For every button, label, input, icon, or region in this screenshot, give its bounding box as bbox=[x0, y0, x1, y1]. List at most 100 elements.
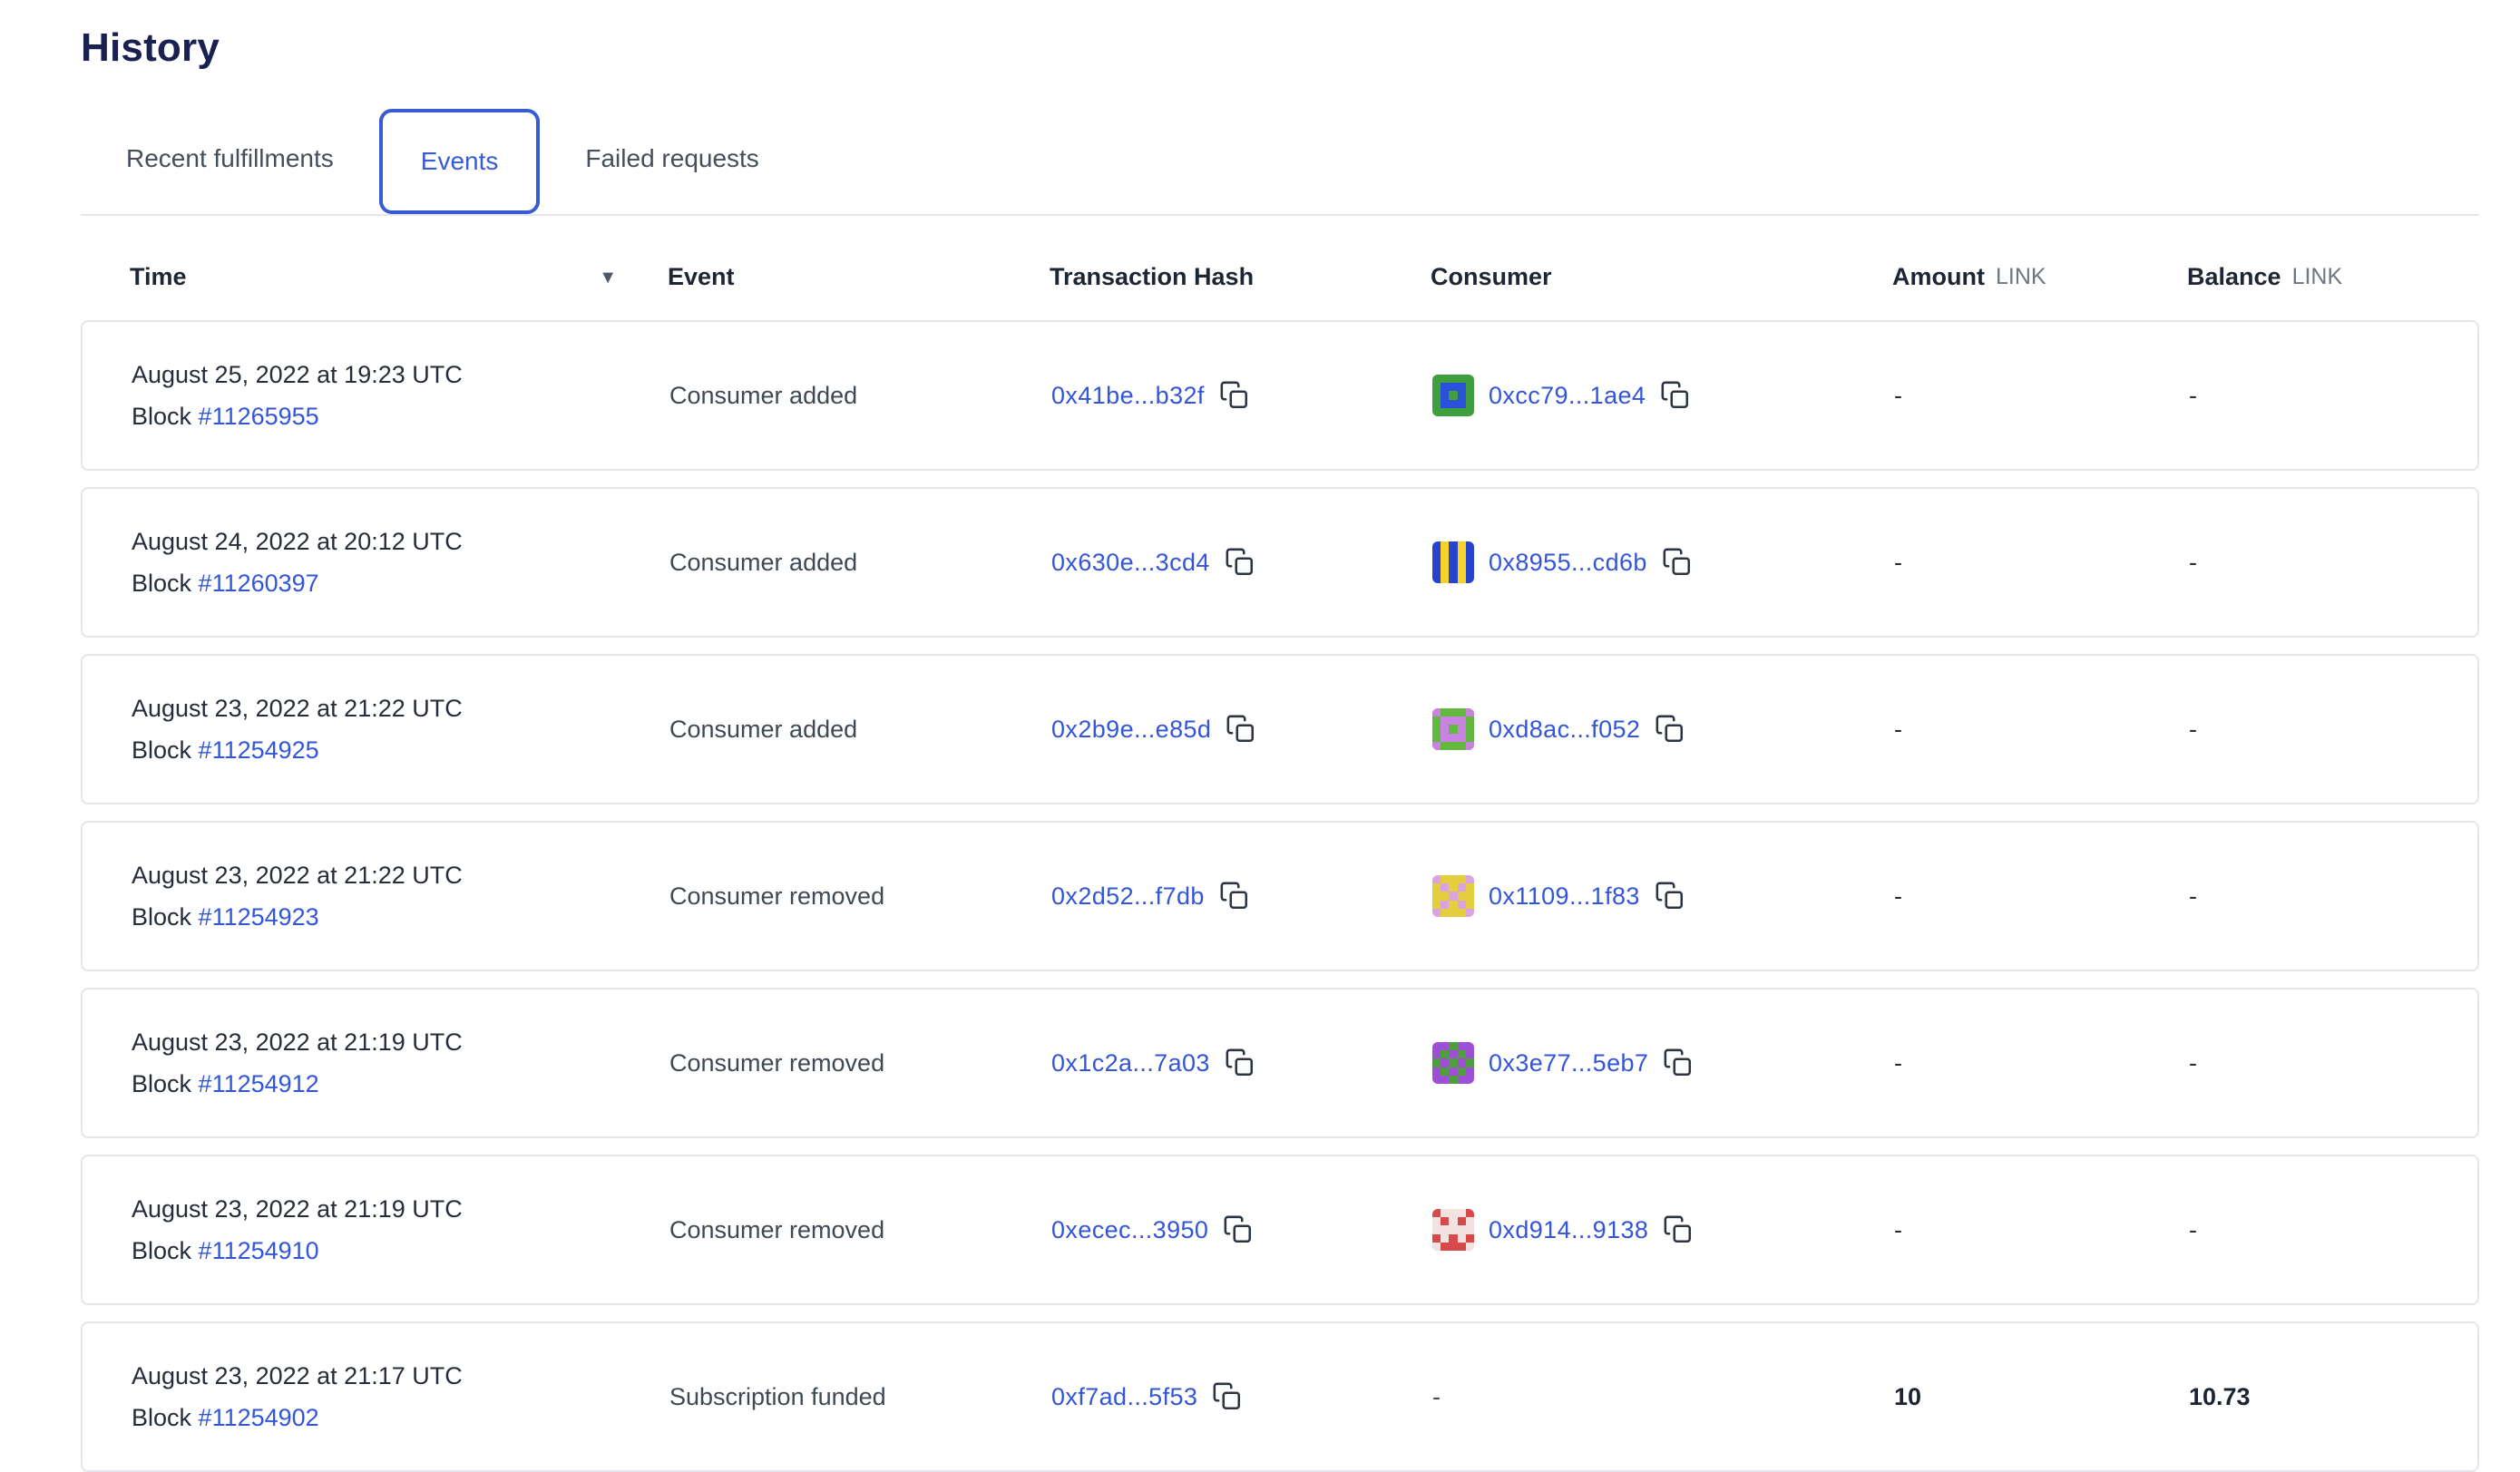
transaction-hash-link[interactable]: 0xf7ad...5f53 bbox=[1051, 1382, 1198, 1410]
amount-cell: - bbox=[1894, 548, 1902, 576]
consumer-address-link[interactable]: 0xcc79...1ae4 bbox=[1489, 381, 1646, 409]
transaction-hash-link[interactable]: 0x41be...b32f bbox=[1051, 381, 1205, 409]
copy-icon[interactable] bbox=[1219, 881, 1250, 911]
column-header-time-label: Time bbox=[130, 263, 187, 290]
transaction-hash-cell: 0x630e...3cd4 bbox=[1051, 547, 1432, 578]
balance-cell: - bbox=[2189, 1048, 2197, 1077]
row-block: Block #11254910 bbox=[132, 1237, 669, 1265]
time-cell: August 25, 2022 at 19:23 UTC Block #1126… bbox=[132, 361, 669, 431]
consumer-address-link[interactable]: 0x8955...cd6b bbox=[1489, 548, 1647, 576]
consumer-cell: 0xd914...9138 bbox=[1432, 1209, 1894, 1251]
transaction-hash-link[interactable]: 0xecec...3950 bbox=[1051, 1215, 1209, 1243]
block-label: Block bbox=[132, 736, 192, 764]
block-link[interactable]: #11254902 bbox=[198, 1403, 319, 1431]
transaction-hash-link[interactable]: 0x2d52...f7db bbox=[1051, 882, 1205, 910]
consumer-address-link[interactable]: 0xd8ac...f052 bbox=[1489, 715, 1641, 743]
block-label: Block bbox=[132, 1236, 192, 1264]
block-label: Block bbox=[132, 569, 192, 597]
consumer-address-link[interactable]: 0x3e77...5eb7 bbox=[1489, 1048, 1649, 1077]
tab-failed-requests[interactable]: Failed requests bbox=[585, 144, 759, 172]
balance-unit-label: LINK bbox=[2291, 264, 2343, 289]
time-cell: August 23, 2022 at 21:22 UTC Block #1125… bbox=[132, 862, 669, 931]
block-label: Block bbox=[132, 1069, 192, 1097]
block-link[interactable]: #11265955 bbox=[198, 402, 319, 430]
consumer-address-link[interactable]: 0xd914...9138 bbox=[1489, 1215, 1649, 1243]
block-link[interactable]: #11254912 bbox=[198, 1069, 319, 1097]
amount-cell: - bbox=[1894, 381, 1902, 409]
amount-cell: - bbox=[1894, 882, 1902, 910]
block-label: Block bbox=[132, 1403, 192, 1431]
table-header: Time ▼ Event Transaction Hash Consumer A… bbox=[81, 216, 2479, 320]
block-link[interactable]: #11260397 bbox=[198, 569, 319, 597]
column-header-event: Event bbox=[668, 263, 735, 290]
balance-cell: - bbox=[2189, 882, 2197, 910]
row-block: Block #11254925 bbox=[132, 736, 669, 765]
balance-cell: - bbox=[2189, 381, 2197, 409]
tab-recent-fulfillments[interactable]: Recent fulfillments bbox=[126, 144, 334, 172]
transaction-hash-cell: 0x41be...b32f bbox=[1051, 380, 1432, 411]
copy-icon[interactable] bbox=[1225, 1048, 1255, 1078]
consumer-avatar bbox=[1432, 875, 1474, 917]
copy-icon[interactable] bbox=[1219, 380, 1250, 411]
amount-label: Amount bbox=[1892, 263, 1985, 290]
block-link[interactable]: #11254925 bbox=[198, 736, 319, 764]
amount-cell: 10 bbox=[1894, 1382, 1922, 1410]
transaction-hash-link[interactable]: 0x1c2a...7a03 bbox=[1051, 1048, 1210, 1077]
table-row: August 24, 2022 at 20:12 UTC Block #1126… bbox=[81, 487, 2479, 638]
balance-cell: - bbox=[2189, 715, 2197, 743]
balance-label: Balance bbox=[2187, 263, 2281, 290]
copy-icon[interactable] bbox=[1225, 547, 1255, 578]
transaction-hash-link[interactable]: 0x630e...3cd4 bbox=[1051, 548, 1210, 576]
consumer-address-link[interactable]: 0x1109...1f83 bbox=[1489, 882, 1640, 910]
copy-icon[interactable] bbox=[1212, 1381, 1243, 1412]
event-cell: Consumer added bbox=[669, 548, 858, 576]
consumer-avatar bbox=[1432, 1042, 1474, 1084]
copy-icon[interactable] bbox=[1223, 1214, 1254, 1245]
time-cell: August 23, 2022 at 21:19 UTC Block #1125… bbox=[132, 1028, 669, 1098]
transaction-hash-cell: 0xecec...3950 bbox=[1051, 1214, 1432, 1245]
event-cell: Consumer added bbox=[669, 381, 858, 409]
copy-icon[interactable] bbox=[1655, 881, 1685, 911]
copy-icon[interactable] bbox=[1655, 714, 1685, 745]
amount-cell: - bbox=[1894, 715, 1902, 743]
consumer-cell: 0x3e77...5eb7 bbox=[1432, 1042, 1894, 1084]
row-block: Block #11265955 bbox=[132, 403, 669, 431]
table-row: August 23, 2022 at 21:17 UTC Block #1125… bbox=[81, 1321, 2479, 1472]
row-date: August 23, 2022 at 21:19 UTC bbox=[132, 1028, 463, 1056]
event-cell: Consumer removed bbox=[669, 1215, 885, 1243]
row-date: August 24, 2022 at 20:12 UTC bbox=[132, 527, 463, 555]
block-label: Block bbox=[132, 402, 192, 430]
consumer-avatar bbox=[1432, 375, 1474, 416]
row-block: Block #11254912 bbox=[132, 1070, 669, 1098]
row-date: August 23, 2022 at 21:22 UTC bbox=[132, 861, 463, 889]
sort-desc-icon[interactable]: ▼ bbox=[599, 267, 617, 288]
row-block: Block #11254923 bbox=[132, 903, 669, 931]
amount-cell: - bbox=[1894, 1048, 1902, 1077]
event-cell: Consumer added bbox=[669, 715, 858, 743]
consumer-cell: 0xcc79...1ae4 bbox=[1432, 375, 1894, 416]
block-link[interactable]: #11254923 bbox=[198, 902, 319, 931]
amount-cell: - bbox=[1894, 1215, 1902, 1243]
block-label: Block bbox=[132, 902, 192, 931]
column-header-transaction-hash: Transaction Hash bbox=[1050, 263, 1255, 290]
block-link[interactable]: #11254910 bbox=[198, 1236, 319, 1264]
copy-icon[interactable] bbox=[1663, 1048, 1694, 1078]
consumer-avatar bbox=[1432, 1209, 1474, 1251]
transaction-hash-link[interactable]: 0x2b9e...e85d bbox=[1051, 715, 1212, 743]
copy-icon[interactable] bbox=[1663, 1214, 1694, 1245]
transaction-hash-cell: 0xf7ad...5f53 bbox=[1051, 1381, 1432, 1412]
table-row: August 23, 2022 at 21:22 UTC Block #1125… bbox=[81, 821, 2479, 971]
column-header-time: Time ▼ bbox=[130, 263, 668, 291]
consumer-avatar bbox=[1432, 541, 1474, 583]
consumer-avatar bbox=[1432, 708, 1474, 750]
time-cell: August 23, 2022 at 21:17 UTC Block #1125… bbox=[132, 1362, 669, 1432]
event-cell: Subscription funded bbox=[669, 1382, 886, 1410]
tab-events[interactable]: Events bbox=[378, 109, 541, 214]
copy-icon[interactable] bbox=[1662, 547, 1693, 578]
copy-icon[interactable] bbox=[1226, 714, 1256, 745]
copy-icon[interactable] bbox=[1660, 380, 1691, 411]
row-date: August 23, 2022 at 21:19 UTC bbox=[132, 1194, 463, 1223]
row-date: August 23, 2022 at 21:17 UTC bbox=[132, 1361, 463, 1389]
table-row: August 23, 2022 at 21:22 UTC Block #1125… bbox=[81, 654, 2479, 804]
